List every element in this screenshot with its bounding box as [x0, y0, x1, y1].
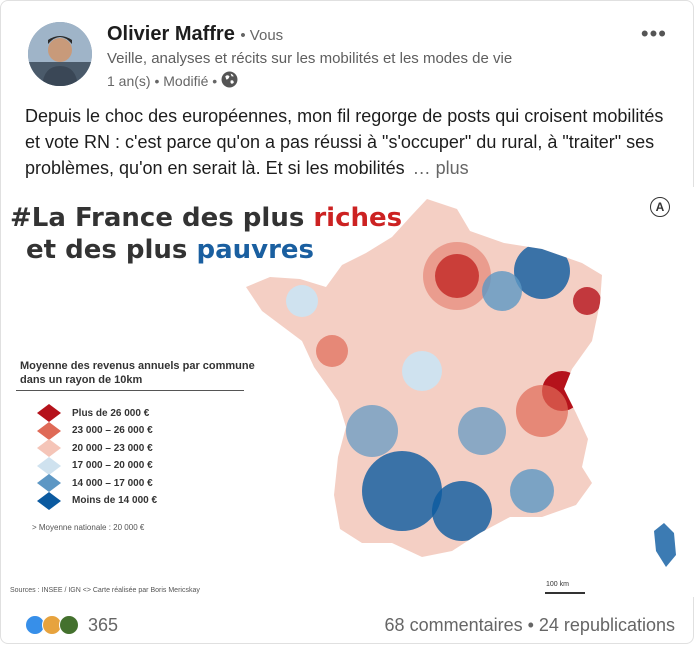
legend-label: 20 000 – 23 000 € — [72, 442, 153, 454]
map-title-rich: riches — [313, 203, 403, 233]
legend-swatch — [37, 439, 61, 457]
legend-item: 23 000 – 26 000 € — [36, 421, 153, 441]
globe-icon — [221, 71, 238, 91]
legend-swatch — [37, 491, 61, 510]
author-name[interactable]: Olivier Maffre — [107, 23, 235, 45]
post-meta-text: 1 an(s) • Modifié • — [107, 73, 218, 89]
legend-label: 17 000 – 20 000 € — [72, 460, 153, 471]
author-line: Olivier Maffre • Vous — [107, 23, 283, 46]
scale-label: 100 km — [546, 581, 569, 588]
legend-item: 20 000 – 23 000 € — [36, 438, 153, 458]
legend-label: Moins de 14 000 € — [72, 495, 158, 506]
map-title-line1: #La France des plus riches — [10, 203, 402, 233]
see-more-link[interactable]: … plus — [412, 158, 469, 178]
legend-item: 17 000 – 20 000 € — [36, 456, 153, 476]
map-sources: Sources : INSEE / IGN <> Carte réalisée … — [10, 587, 200, 594]
post-footer: 365 68 commentaires • 24 republications — [25, 613, 675, 637]
author-headline: Veille, analyses et récits sur les mobil… — [107, 50, 513, 67]
legend-label: 23 000 – 26 000 € — [72, 425, 153, 436]
legend-item: Moins de 14 000 € — [36, 491, 157, 511]
map-title-line2: et des plus pauvres — [26, 235, 314, 265]
legend-label: Plus de 26 000 € — [72, 407, 150, 419]
legend-swatch — [37, 421, 61, 440]
legend-swatch — [37, 474, 61, 492]
corner-badge: A — [650, 197, 670, 217]
legend-item: 14 000 – 17 000 € — [36, 473, 153, 493]
legend-item: Plus de 26 000 € — [36, 403, 149, 423]
reactions[interactable]: 365 — [25, 615, 118, 636]
scale-bar — [545, 592, 585, 594]
post-image[interactable]: #La France des plus riches et des plus p… — [2, 187, 694, 597]
author-badge: • Vous — [240, 27, 284, 44]
post-body: Depuis le choc des européennes, mon fil … — [25, 106, 664, 178]
avatar[interactable] — [28, 22, 92, 86]
france-map — [246, 199, 676, 567]
legend-swatch — [37, 404, 61, 422]
map-title-part2: et des plus — [26, 235, 197, 265]
legend-title: Moyenne des revenus annuels par commune … — [20, 360, 255, 386]
legend-divider — [16, 390, 244, 391]
post-stats[interactable]: 68 commentaires • 24 republications — [384, 614, 675, 635]
legend-label: 14 000 – 17 000 € — [72, 477, 153, 489]
map-title-part1: #La France des plus — [10, 203, 314, 233]
post-text-block: Depuis le choc des européennes, mon fil … — [25, 103, 675, 181]
reaction-count[interactable]: 365 — [88, 614, 119, 635]
more-options-icon[interactable]: ••• — [640, 21, 667, 46]
legend-swatch — [37, 456, 61, 475]
map-title-poor: pauvres — [196, 235, 314, 265]
post-meta: 1 an(s) • Modifié • — [107, 71, 238, 91]
national-average: > Moyenne nationale : 20 000 € — [32, 523, 145, 532]
celebrate-icon — [59, 615, 79, 635]
